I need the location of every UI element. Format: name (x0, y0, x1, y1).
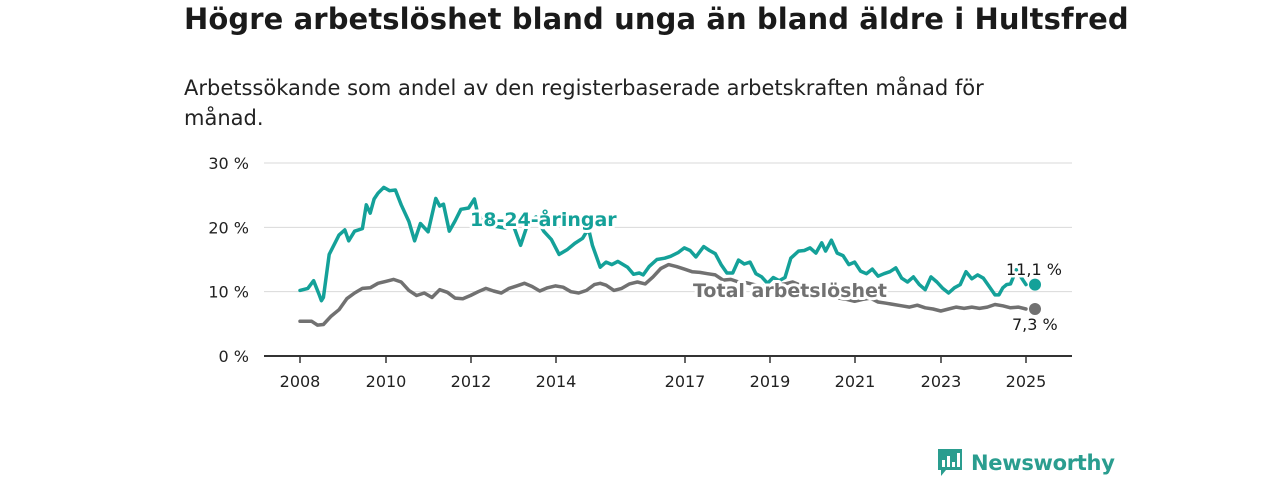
x-tick-label: 2025 (1006, 372, 1047, 391)
x-tick-label: 2017 (665, 372, 706, 391)
y-tick-label: 20 % (208, 218, 249, 237)
series-label-18-24: 18-24-åringar (470, 207, 617, 231)
y-tick-label: 30 % (208, 154, 249, 173)
x-tick-label: 2014 (536, 372, 577, 391)
y-tick-label: 10 % (208, 283, 249, 302)
x-tick-label: 2023 (921, 372, 962, 391)
x-tick-label: 2012 (451, 372, 492, 391)
end-point-18-24 (1029, 278, 1041, 291)
newsworthy-icon (938, 449, 962, 476)
newsworthy-logo: Newsworthy (937, 448, 1115, 478)
x-tick-label: 2008 (280, 372, 321, 391)
end-label-18-24: 11,1 % (1006, 260, 1062, 279)
chart-title: Högre arbetslöshet bland unga än bland ä… (184, 2, 1129, 36)
chart-subtitle: Arbetssökande som andel av den registerb… (184, 76, 984, 130)
x-tick-label: 2019 (750, 372, 791, 391)
end-label-total: 7,3 % (1012, 315, 1058, 334)
x-tick-label: 2010 (366, 372, 407, 391)
series-line-18-24 (298, 185, 1028, 303)
series-line-total (298, 262, 1028, 327)
y-tick-label: 0 % (219, 347, 249, 366)
x-tick-label: 2021 (835, 372, 876, 391)
series-label-total: Total arbetslöshet (693, 280, 887, 302)
end-point-total (1029, 303, 1041, 316)
brand-name: Newsworthy (971, 451, 1115, 475)
